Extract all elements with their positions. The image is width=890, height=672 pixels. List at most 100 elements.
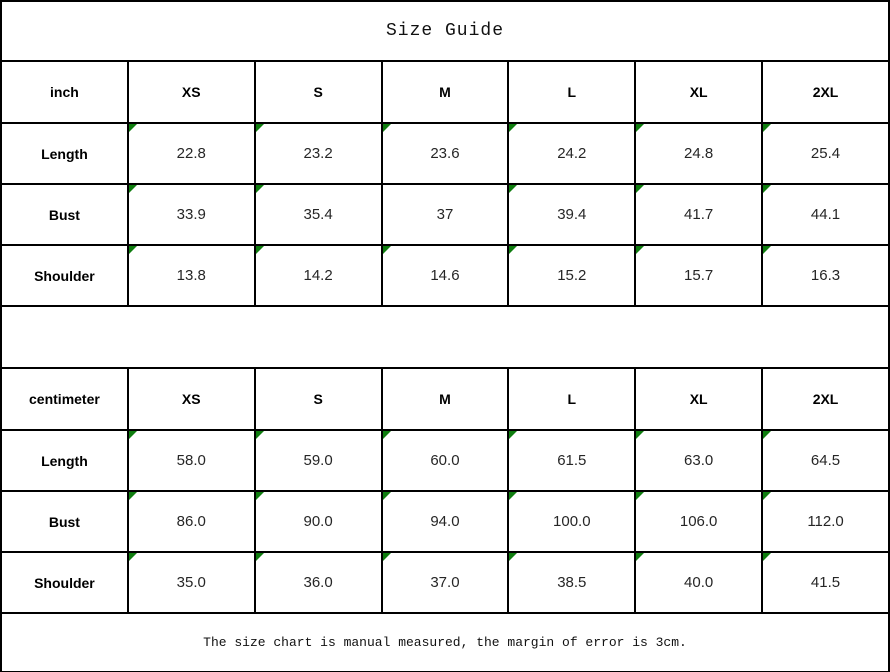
- stored-as-text-flag-icon: [383, 493, 391, 500]
- size-value: 14.2: [303, 267, 333, 284]
- size-value: 22.8: [176, 145, 206, 162]
- size-value: 13.8: [176, 267, 206, 284]
- stored-as-text-flag-icon: [510, 247, 518, 254]
- size-value-cell: 40.0: [634, 551, 764, 614]
- size-value: 112.0: [807, 513, 844, 530]
- stored-as-text-flag-icon: [383, 247, 391, 254]
- size-value: 23.6: [430, 145, 460, 162]
- size-value: 106.0: [679, 513, 718, 530]
- stored-as-text-flag-icon: [510, 554, 518, 561]
- stored-as-text-flag-icon: [256, 186, 264, 193]
- stored-as-text-flag-icon: [256, 493, 264, 500]
- size-value-cell: 15.7: [634, 244, 764, 307]
- size-value: 15.2: [557, 267, 587, 284]
- size-value: 94.0: [430, 513, 460, 530]
- size-value-cell: 94.0: [380, 490, 510, 553]
- size-value-cell: 23.6: [380, 122, 510, 185]
- stored-as-text-flag-icon: [383, 125, 391, 132]
- size-value-cell: 39.4: [507, 183, 637, 246]
- stored-as-text-flag-icon: [129, 247, 137, 254]
- size-value-cell: 64.5: [761, 429, 890, 492]
- size-value: 24.8: [684, 145, 714, 162]
- stored-as-text-flag-icon: [256, 432, 264, 439]
- size-value-cell: 58.0: [126, 429, 256, 492]
- size-value-cell: 33.9: [126, 183, 256, 246]
- size-value-cell: 35.0: [126, 551, 256, 614]
- stored-as-text-flag-icon: [510, 432, 518, 439]
- stored-as-text-flag-icon: [637, 186, 645, 193]
- size-header-l: L: [507, 367, 637, 431]
- stored-as-text-flag-icon: [129, 125, 137, 132]
- size-value-cell: 22.8: [126, 122, 256, 185]
- size-value: 58.0: [176, 452, 206, 469]
- size-value-cell: 106.0: [634, 490, 764, 553]
- stored-as-text-flag-icon: [764, 554, 772, 561]
- size-value-cell: 90.0: [253, 490, 383, 553]
- size-value-cell: 36.0: [253, 551, 383, 614]
- row-label-bust: Bust: [0, 183, 129, 246]
- table-row: Shoulder 35.0 36.0 37.0 38.5 40.0 41.5: [0, 551, 890, 614]
- size-value-cell: 59.0: [253, 429, 383, 492]
- stored-as-text-flag-icon: [383, 432, 391, 439]
- size-header-2xl: 2XL: [761, 60, 890, 124]
- size-value: 41.5: [810, 574, 841, 591]
- size-value-cell: 63.0: [634, 429, 764, 492]
- size-value: 38.5: [557, 574, 587, 591]
- size-value-cell: 24.8: [634, 122, 764, 185]
- size-value-cell: 37.0: [380, 551, 510, 614]
- stored-as-text-flag-icon: [637, 247, 645, 254]
- stored-as-text-flag-icon: [637, 493, 645, 500]
- stored-as-text-flag-icon: [129, 493, 137, 500]
- spacer-row: [0, 305, 890, 369]
- unit-header-centimeter: centimeter: [0, 367, 129, 431]
- table-row: Bust 33.9 35.4 37 39.4 41.7 44.1: [0, 183, 890, 246]
- size-value: 35.0: [176, 574, 206, 591]
- stored-as-text-flag-icon: [637, 554, 645, 561]
- stored-as-text-flag-icon: [383, 554, 391, 561]
- size-value-cell: 61.5: [507, 429, 637, 492]
- size-value-cell: 24.2: [507, 122, 637, 185]
- row-label-shoulder: Shoulder: [0, 551, 129, 614]
- size-value-cell: 37: [380, 183, 510, 246]
- row-label-length: Length: [0, 429, 129, 492]
- size-value: 23.2: [303, 145, 333, 162]
- size-header-s: S: [253, 367, 383, 431]
- stored-as-text-flag-icon: [129, 554, 137, 561]
- size-header-xl: XL: [634, 367, 764, 431]
- size-header-l: L: [507, 60, 637, 124]
- size-value: 33.9: [176, 206, 206, 223]
- size-value-cell: 60.0: [380, 429, 510, 492]
- stored-as-text-flag-icon: [510, 125, 518, 132]
- measurement-disclaimer: The size chart is manual measured, the m…: [0, 612, 890, 672]
- size-header-m: M: [380, 60, 510, 124]
- size-value: 39.4: [557, 206, 587, 223]
- size-value-cell: 112.0: [761, 490, 890, 553]
- table-row: Shoulder 13.8 14.2 14.6 15.2 15.7 16.3: [0, 244, 890, 307]
- size-value: 60.0: [430, 452, 460, 469]
- row-label-bust: Bust: [0, 490, 129, 553]
- size-header-s: S: [253, 60, 383, 124]
- table-row: Length 22.8 23.2 23.6 24.2 24.8 25.4: [0, 122, 890, 185]
- size-value-cell: 41.7: [634, 183, 764, 246]
- size-value: 61.5: [557, 452, 587, 469]
- spacer-cell: [0, 305, 890, 369]
- size-value: 35.4: [303, 206, 333, 223]
- size-value: 25.4: [810, 145, 841, 162]
- stored-as-text-flag-icon: [256, 554, 264, 561]
- size-value: 40.0: [684, 574, 714, 591]
- size-value-cell: 38.5: [507, 551, 637, 614]
- size-value: 64.5: [810, 452, 841, 469]
- size-value-cell: 13.8: [126, 244, 256, 307]
- size-value-cell: 44.1: [761, 183, 890, 246]
- size-value: 36.0: [303, 574, 333, 591]
- size-value-cell: 14.6: [380, 244, 510, 307]
- size-header-xs: XS: [126, 60, 256, 124]
- stored-as-text-flag-icon: [764, 432, 772, 439]
- footnote-row: The size chart is manual measured, the m…: [0, 612, 890, 672]
- row-label-length: Length: [0, 122, 129, 185]
- size-value: 16.3: [810, 267, 841, 284]
- size-value: 14.6: [430, 267, 460, 284]
- inch-header-row: inch XS S M L XL 2XL: [0, 60, 890, 124]
- centimeter-header-row: centimeter XS S M L XL 2XL: [0, 367, 890, 431]
